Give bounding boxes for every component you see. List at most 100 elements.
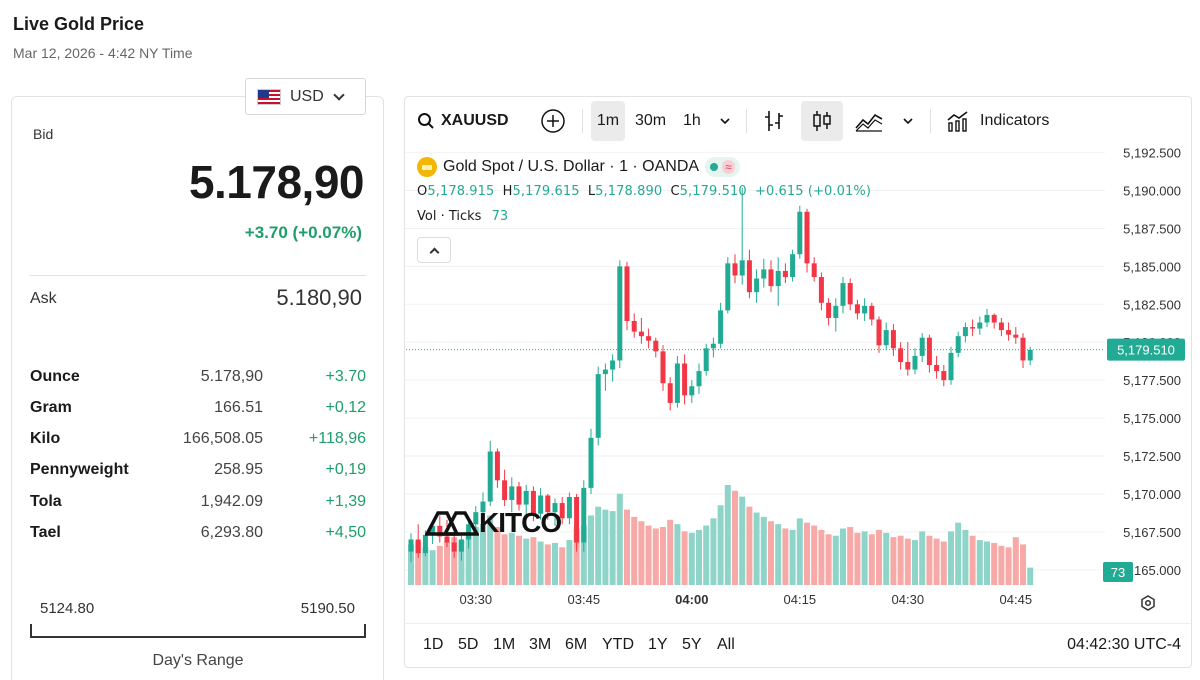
volume-bar [681,531,688,585]
y-tick-label: 5,192.500 [1123,146,1181,161]
range-3m[interactable]: 3M [529,636,552,653]
range-6m[interactable]: 6M [565,636,588,653]
candle-body [437,525,443,537]
unit-row-tael: Tael 6,293.80 +4,50 [30,524,366,546]
candle-body [710,343,716,349]
volume-bar [559,547,566,585]
candle-body [415,539,421,554]
range-all[interactable]: All [717,636,735,653]
volume-bar [609,511,616,585]
volume-bar [602,509,609,585]
range-1y[interactable]: 1Y [648,636,668,653]
volume-bar [926,535,933,585]
candle-body [1006,330,1012,335]
unit-price: 5.178,90 [200,368,263,385]
compare-button[interactable] [540,101,566,141]
volume-bar [552,542,558,585]
bar-style-button[interactable] [763,101,785,141]
volume-bar [868,534,875,585]
collapse-legend-button[interactable] [417,237,451,263]
search-icon [418,113,434,129]
unit-change: +3.70 [325,368,366,385]
divider [746,109,747,133]
change-value: +0.615 (+0.01%) [754,184,872,199]
interval-1m[interactable]: 1m [591,101,625,141]
range-ytd[interactable]: YTD [602,636,634,653]
volume-bar [645,525,652,585]
y-tick-label: 5,165.000 [1123,563,1181,578]
candle-body [718,310,724,344]
price-chart[interactable]: 5,192.500 5,190.000 5,187.500 5,185.000 5,18… [405,145,1192,623]
x-tick-label: 03:45 [568,592,601,607]
symbol-search[interactable]: XAUUSD [417,101,509,141]
candle-body [602,369,608,375]
candle-body [955,336,961,353]
range-1m[interactable]: 1M [493,636,516,653]
volume-bar [732,490,738,585]
volume-bar [832,535,839,585]
wave-icon: ≈ [722,160,735,174]
volume-bar [494,527,501,585]
unit-row-ounce: Ounce 5.178,90 +3.70 [30,368,366,390]
volume-bar [588,515,594,585]
interval-1h[interactable]: 1h [683,112,701,129]
interval-menu[interactable] [719,101,731,141]
candle-body [1020,337,1026,361]
chart-type-menu[interactable] [902,101,914,141]
volume-bar [919,531,926,585]
candle-body [1027,349,1033,361]
volume-bar [660,527,666,585]
interval-30m[interactable]: 30m [635,112,667,129]
area-style-button[interactable] [855,101,883,141]
candle-body [919,337,925,356]
candle-body [473,512,479,525]
currency-select[interactable]: USD [245,78,366,115]
candles-button[interactable] [801,101,843,141]
volume-bar [768,521,774,585]
volume-bar [847,527,854,585]
candle-body [559,503,565,519]
candle-body [941,371,947,381]
day-range-bar [30,624,366,638]
divider [930,109,931,133]
volume-bar [796,518,803,585]
candle-body [530,490,536,514]
chevron-down-icon [903,118,913,125]
candle-body [739,260,745,276]
volume-value: 73 [491,209,509,224]
unit-name: Gram [30,399,72,416]
divider [582,109,583,133]
volume-bar [724,485,731,585]
kitco-logo: KITCO [425,507,562,539]
candle-body [970,327,976,329]
volume-bar [818,529,825,585]
day-range-low: 5124.80 [40,600,95,617]
volume-bar [998,545,1005,585]
plus-circle-icon [541,109,565,133]
range-5d[interactable]: 5D [458,636,479,653]
range-1d[interactable]: 1D [423,636,444,653]
indicators-label: Indicators [980,112,1050,129]
indicators-button[interactable]: Indicators [946,101,1049,141]
chart-settings-icon[interactable] [1140,595,1156,611]
volume-bar [436,545,443,585]
candle-body [869,305,875,320]
range-5y[interactable]: 5Y [682,636,702,653]
volume-bar [775,524,782,585]
candle-body [998,322,1004,331]
y-tick-label: 5,182.500 [1123,297,1181,312]
close-value: 5,179.510 [679,184,747,199]
ask-price: 5.180,90 [276,285,362,310]
volume-bar [739,496,746,585]
volume-bar [962,529,969,585]
volume-bar [948,531,954,585]
chevron-down-icon [720,118,730,125]
candle-body [818,277,824,303]
candle-body [552,503,558,513]
candle-body [833,305,839,318]
candle-body [509,486,515,501]
volume-bar [890,537,897,585]
volume-bar [883,532,890,585]
candle-body [826,302,832,318]
x-tick-label: 04:00 [675,592,708,607]
